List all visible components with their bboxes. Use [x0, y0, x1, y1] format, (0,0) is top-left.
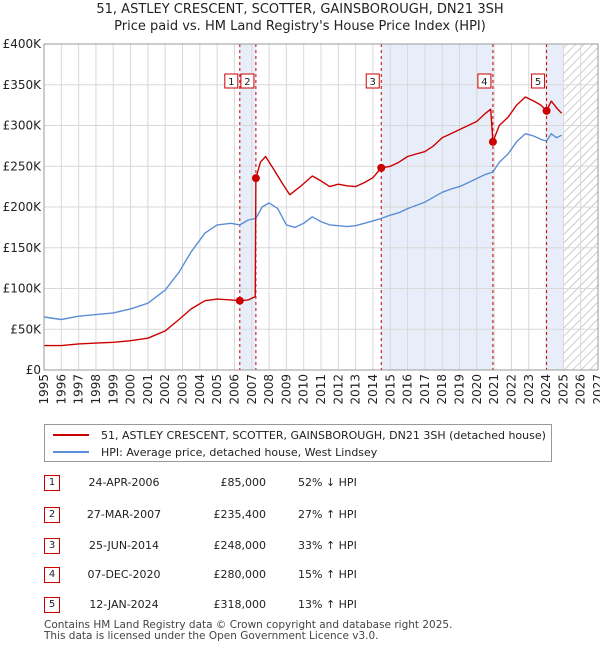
sale-label-number: 4 [481, 77, 487, 88]
hpi-series-line [43, 133, 562, 321]
plot-frame [43, 43, 599, 371]
sale-number-badge: 2 [44, 507, 60, 523]
sale-number-badge: 1 [44, 475, 60, 491]
x-tick-label: 2014 [366, 374, 380, 405]
sale-price: £280,000 [213, 568, 267, 581]
footer-attribution: Contains HM Land Registry data © Crown c… [44, 620, 452, 642]
x-tick-label: 2002 [158, 374, 172, 405]
sale-price: £318,000 [213, 598, 267, 611]
x-tick-label: 2003 [176, 374, 190, 405]
x-tick-label: 1997 [72, 374, 86, 405]
x-tick-label: 1996 [54, 374, 68, 405]
x-tick-label: 2004 [193, 374, 207, 405]
x-tick-label: 2026 [574, 374, 588, 405]
sale-label-number: 5 [535, 77, 541, 88]
x-tick-label: 1998 [89, 374, 103, 405]
sale-date: 24-APR-2006 [88, 476, 160, 489]
x-tick-label: 2000 [124, 374, 138, 405]
x-tick-label: 2018 [435, 374, 449, 405]
sale-price: £248,000 [213, 539, 267, 552]
sale-label-number: 3 [370, 77, 376, 88]
legend-item-hpi: HPI: Average price, detached house, West… [53, 444, 377, 460]
sale-row: 2 27-MAR-2007 £235,400 27% ↑ HPI [44, 507, 584, 523]
sale-row: 3 25-JUN-2014 £248,000 33% ↑ HPI [44, 538, 584, 554]
sale-row: 4 07-DEC-2020 £280,000 15% ↑ HPI [44, 567, 584, 583]
chart-legend: 51, ASTLEY CRESCENT, SCOTTER, GAINSBOROU… [44, 424, 552, 462]
x-tick-label: 2019 [453, 374, 467, 405]
y-tick-label: £350K [3, 78, 43, 92]
x-tick-label: 2020 [470, 374, 484, 405]
sale-date: 12-JAN-2024 [89, 598, 159, 611]
legend-swatch-hpi [53, 451, 89, 453]
sale-date: 27-MAR-2007 [86, 508, 162, 521]
sale-label-box [240, 73, 255, 89]
sale-date: 25-JUN-2014 [88, 539, 160, 552]
x-tick-label: 2017 [418, 374, 432, 405]
x-tick-label: 2027 [591, 374, 600, 405]
x-tick-label: 2023 [522, 374, 536, 405]
sale-hpi-compare: 52% ↓ HPI [298, 476, 357, 489]
x-tick-label: 2024 [539, 374, 553, 405]
sale-hpi-compare: 33% ↑ HPI [298, 539, 357, 552]
x-tick-label: 2015 [383, 374, 397, 405]
x-tick-label: 2016 [401, 374, 415, 405]
sale-point-marker [251, 174, 260, 183]
price-chart: 1 2 3 4 5 £0 £50K £100K £150K £200K £250K £300K £350… [3, 37, 600, 405]
sale-price: £235,400 [213, 508, 267, 521]
x-tick-label: 2001 [141, 374, 155, 405]
footer-line-copyright: Contains HM Land Registry data © Crown c… [44, 619, 453, 631]
sale-label-box [224, 73, 239, 89]
legend-label-hpi: HPI: Average price, detached house, West… [101, 445, 378, 459]
x-tick-label: 2010 [297, 374, 311, 405]
legend-swatch-property [53, 434, 89, 436]
y-tick-label: £150K [3, 241, 43, 255]
chart-subtitle: Price paid vs. HM Land Registry's House … [114, 19, 486, 34]
y-tick-label: £250K [3, 159, 43, 173]
x-tick-label: 2022 [504, 374, 518, 405]
sale-number-badge: 4 [44, 567, 60, 583]
sale-point-marker [488, 137, 497, 146]
x-tick-label: 2005 [210, 374, 224, 405]
x-tick-label: 2013 [349, 374, 363, 405]
sale-point-marker [235, 296, 244, 305]
sale-number-badge: 3 [44, 538, 60, 554]
x-tick-label: 2009 [279, 374, 293, 405]
y-tick-label: £0 [26, 363, 41, 377]
x-tick-label: 2012 [331, 374, 345, 405]
legend-item-property: 51, ASTLEY CRESCENT, SCOTTER, GAINSBOROU… [53, 427, 546, 443]
x-tick-label: 2006 [227, 374, 241, 405]
sale-date: 07-DEC-2020 [87, 568, 161, 581]
x-tick-label: 2008 [262, 374, 276, 405]
x-tick-label: 2011 [314, 374, 328, 405]
sale-hpi-compare: 13% ↑ HPI [298, 598, 357, 611]
x-tick-label: 1995 [37, 374, 51, 405]
y-tick-label: £200K [3, 200, 43, 214]
property-series-line [44, 96, 563, 347]
x-tick-label: 2007 [245, 374, 259, 405]
y-tick-label: £400K [3, 37, 43, 51]
sale-label-number: 2 [244, 77, 250, 88]
sale-label-box [477, 73, 492, 89]
y-tick-label: £100K [3, 282, 43, 296]
sale-price: £85,000 [220, 476, 267, 489]
sale-label-number: 1 [228, 77, 234, 88]
sale-row: 5 12-JAN-2024 £318,000 13% ↑ HPI [44, 597, 584, 613]
y-tick-label: £50K [10, 322, 42, 336]
sale-point-marker [377, 163, 386, 172]
sale-point-marker [542, 106, 551, 115]
sale-hpi-compare: 15% ↑ HPI [298, 568, 357, 581]
sale-label-box [365, 73, 380, 89]
y-tick-label: £300K [3, 119, 43, 133]
sale-label-box [531, 73, 546, 89]
footer-line-licence: This data is licensed under the Open Gov… [44, 630, 379, 642]
sale-row: 1 24-APR-2006 £85,000 52% ↓ HPI [44, 475, 584, 491]
sale-number-badge: 5 [44, 597, 60, 613]
x-tick-label: 2025 [556, 374, 570, 405]
chart-title-address: 51, ASTLEY CRESCENT, SCOTTER, GAINSBOROU… [96, 2, 504, 17]
sale-hpi-compare: 27% ↑ HPI [298, 508, 357, 521]
legend-label-property: 51, ASTLEY CRESCENT, SCOTTER, GAINSBOROU… [101, 428, 546, 442]
x-tick-label: 1999 [106, 374, 120, 405]
x-tick-label: 2021 [487, 374, 501, 405]
